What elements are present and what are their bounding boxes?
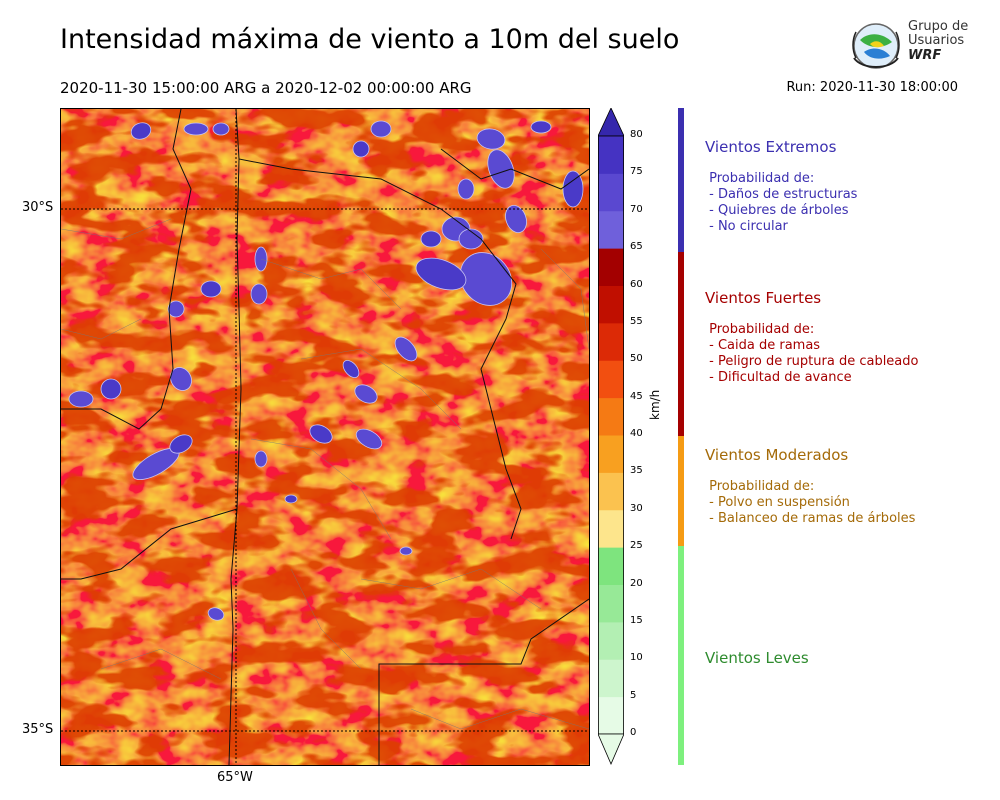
extreme-wind-patch bbox=[415, 257, 467, 291]
legend-category-title: Vientos Extremos bbox=[705, 138, 837, 156]
extreme-wind-patch bbox=[394, 336, 418, 362]
legend-category-title: Vientos Moderados bbox=[705, 446, 849, 464]
logo: Grupo de Usuarios WRF bbox=[848, 18, 978, 78]
colorbar-extend-bottom bbox=[598, 733, 624, 766]
run-label: Run: 2020-11-30 18:00:00 bbox=[786, 80, 958, 95]
colorbar-tick-label: 0 bbox=[630, 727, 637, 738]
legend-category-bar bbox=[678, 108, 684, 252]
wind-map bbox=[60, 108, 590, 766]
colorbar-tick-label: 45 bbox=[630, 390, 643, 402]
extreme-wind-patch bbox=[254, 450, 268, 468]
colorbar-segment bbox=[598, 322, 624, 361]
colorbar-segment bbox=[598, 248, 624, 286]
colorbar-segment bbox=[598, 210, 624, 249]
extreme-wind-patch bbox=[355, 428, 383, 450]
extreme-wind-patch bbox=[167, 300, 185, 318]
colorbar-tick-label: 30 bbox=[630, 502, 643, 514]
colorbar-tick-label: 25 bbox=[630, 540, 643, 552]
extreme-wind-patch bbox=[530, 120, 552, 134]
logo-text-line1: Grupo de bbox=[908, 19, 969, 34]
legend-category-title: Vientos Leves bbox=[705, 649, 809, 667]
extreme-wind-patch bbox=[458, 228, 484, 250]
colorbar-tick-label: 5 bbox=[630, 689, 637, 701]
lon-label-65w: 65°W bbox=[217, 770, 253, 785]
extreme-wind-patch bbox=[420, 230, 442, 248]
extreme-wind-patch bbox=[130, 122, 152, 140]
colorbar-segment bbox=[598, 509, 624, 548]
colorbar-segment bbox=[598, 547, 624, 585]
extreme-wind-patch bbox=[284, 494, 298, 504]
colorbar-segment bbox=[598, 173, 624, 212]
extreme-wind-patch bbox=[200, 280, 222, 298]
legend-category-description: Probabilidad de: - Caida de ramas - Peli… bbox=[709, 322, 919, 385]
extreme-wind-patch bbox=[370, 120, 392, 138]
colorbar-segment bbox=[598, 285, 624, 324]
extreme-wind-patch bbox=[354, 384, 378, 404]
colorbar-tick-label: 55 bbox=[630, 315, 643, 327]
extreme-wind-patch bbox=[457, 178, 475, 200]
extreme-wind-patch bbox=[212, 122, 230, 136]
legend-category-bar bbox=[678, 546, 684, 765]
colorbar-extend-top bbox=[598, 108, 624, 137]
colorbar-tick-label: 35 bbox=[630, 465, 643, 477]
colorbar bbox=[598, 108, 624, 766]
lat-label-35s: 35°S bbox=[22, 722, 54, 737]
colorbar-tick-label: 40 bbox=[630, 428, 643, 439]
colorbar-segment bbox=[598, 696, 624, 735]
extreme-wind-patch bbox=[399, 546, 413, 556]
extreme-wind-patch bbox=[183, 122, 209, 136]
colorbar-tick-label: 80 bbox=[630, 129, 643, 140]
colorbar-segment bbox=[598, 472, 624, 511]
colorbar-tick-label: 75 bbox=[630, 166, 643, 178]
extreme-wind-patch bbox=[342, 360, 360, 378]
legend-category-description: Probabilidad de: - Polvo en suspensión -… bbox=[709, 479, 916, 526]
colorbar-segment bbox=[598, 360, 624, 399]
period-label: 2020-11-30 15:00:00 ARG a 2020-12-02 00:… bbox=[60, 79, 472, 97]
colorbar-segment bbox=[598, 584, 624, 623]
colorbar-tick-label: 65 bbox=[630, 241, 643, 253]
extreme-wind-patch bbox=[170, 367, 192, 391]
colorbar-segment bbox=[598, 659, 624, 698]
extreme-wind-patch bbox=[505, 205, 527, 233]
logo-text-wrf: WRF bbox=[908, 48, 942, 63]
colorbar-tick-label: 10 bbox=[630, 652, 643, 664]
extreme-wind-patch bbox=[250, 283, 268, 305]
department-borders bbox=[61, 218, 589, 730]
lat-label-30s: 30°S bbox=[22, 200, 54, 215]
wind-field-layer bbox=[61, 109, 589, 765]
logo-text-line2: Usuarios bbox=[908, 33, 965, 48]
extreme-wind-patch bbox=[487, 149, 515, 189]
colorbar-tick-label: 60 bbox=[630, 278, 643, 290]
chart-title: Intensidad máxima de viento a 10m del su… bbox=[60, 24, 680, 55]
extreme-wind-patch bbox=[309, 424, 333, 444]
colorbar-segment bbox=[598, 621, 624, 660]
graticule bbox=[61, 109, 589, 765]
extreme-wind-patch bbox=[68, 390, 94, 408]
colorbar-tick-label: 50 bbox=[630, 353, 643, 365]
extreme-wind-patch bbox=[207, 607, 225, 621]
legend-category-bar bbox=[678, 252, 684, 436]
colorbar-segment bbox=[598, 435, 624, 473]
colorbar-unit-label: km/h bbox=[648, 389, 662, 420]
legend-category-title: Vientos Fuertes bbox=[705, 289, 822, 307]
colorbar-tick-label: 70 bbox=[630, 203, 643, 215]
extreme-wind-patch bbox=[100, 378, 122, 400]
globe-logo-icon bbox=[852, 23, 900, 69]
extreme-wind-patch bbox=[459, 252, 513, 306]
colorbar-segment bbox=[598, 136, 624, 174]
colorbar-tick-label: 15 bbox=[630, 614, 643, 626]
colorbar-tick-label: 20 bbox=[630, 577, 643, 589]
extreme-wind-patch bbox=[352, 140, 370, 158]
extreme-wind-patch bbox=[562, 170, 584, 208]
extreme-wind-patch bbox=[476, 128, 506, 150]
extreme-wind-patch bbox=[169, 434, 193, 454]
colorbar-segment bbox=[598, 397, 624, 436]
legend-category-bar bbox=[678, 436, 684, 546]
province-borders bbox=[61, 109, 589, 765]
legend-category-description: Probabilidad de: - Daños de estructuras … bbox=[709, 171, 858, 234]
